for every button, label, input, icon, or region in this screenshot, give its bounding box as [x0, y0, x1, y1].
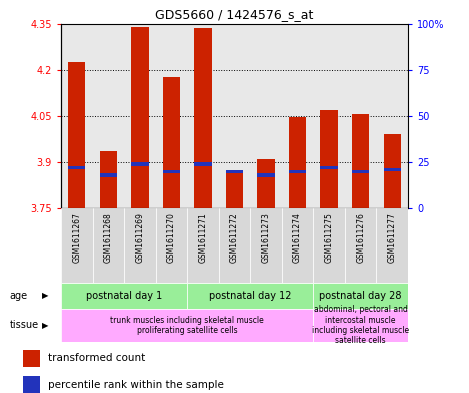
Text: GSM1611276: GSM1611276: [356, 212, 365, 263]
Bar: [23, 376, 40, 393]
Text: GSM1611275: GSM1611275: [325, 212, 333, 263]
Bar: [289, 170, 306, 173]
Bar: [187, 283, 313, 309]
Bar: [68, 166, 85, 169]
Bar: [163, 170, 180, 173]
Text: tissue: tissue: [9, 320, 38, 330]
Bar: [61, 309, 313, 342]
Bar: [124, 208, 156, 283]
Text: ▶: ▶: [42, 291, 49, 300]
Text: GSM1611271: GSM1611271: [198, 212, 207, 263]
Text: age: age: [9, 291, 28, 301]
Text: GSM1611269: GSM1611269: [136, 212, 144, 263]
Text: GSM1611267: GSM1611267: [72, 212, 81, 263]
Bar: [163, 77, 180, 208]
Bar: [257, 159, 275, 208]
Text: postnatal day 12: postnatal day 12: [209, 291, 292, 301]
Bar: [313, 283, 408, 309]
Bar: [313, 208, 345, 283]
Bar: [23, 350, 40, 367]
Bar: [289, 118, 306, 208]
Bar: [226, 170, 243, 208]
Bar: [61, 208, 92, 283]
Bar: [194, 162, 212, 165]
Bar: [131, 27, 149, 208]
Text: GSM1611270: GSM1611270: [167, 212, 176, 263]
Bar: [187, 208, 219, 283]
Bar: [92, 208, 124, 283]
Bar: [156, 208, 187, 283]
Bar: [352, 114, 370, 208]
Text: postnatal day 28: postnatal day 28: [319, 291, 402, 301]
Text: postnatal day 1: postnatal day 1: [86, 291, 162, 301]
Bar: [384, 168, 401, 171]
Text: GSM1611274: GSM1611274: [293, 212, 302, 263]
Text: GSM1611268: GSM1611268: [104, 212, 113, 263]
Text: transformed count: transformed count: [48, 353, 145, 363]
Bar: [226, 170, 243, 173]
Text: abdominal, pectoral and
intercostal muscle
including skeletal muscle
satellite c: abdominal, pectoral and intercostal musc…: [312, 305, 409, 345]
Text: GSM1611272: GSM1611272: [230, 212, 239, 263]
Bar: [282, 208, 313, 283]
Bar: [320, 110, 338, 208]
Text: GSM1611273: GSM1611273: [262, 212, 271, 263]
Bar: [131, 162, 149, 165]
Title: GDS5660 / 1424576_s_at: GDS5660 / 1424576_s_at: [155, 8, 314, 21]
Bar: [219, 208, 250, 283]
Bar: [257, 173, 275, 177]
Bar: [99, 151, 117, 208]
Bar: [61, 283, 187, 309]
Bar: [377, 208, 408, 283]
Text: trunk muscles including skeletal muscle
proliferating satellite cells: trunk muscles including skeletal muscle …: [110, 316, 264, 335]
Text: GSM1611277: GSM1611277: [388, 212, 397, 263]
Bar: [320, 166, 338, 169]
Bar: [352, 170, 370, 173]
Text: percentile rank within the sample: percentile rank within the sample: [48, 380, 224, 389]
Bar: [99, 173, 117, 177]
Bar: [313, 309, 408, 342]
Text: ▶: ▶: [42, 321, 49, 330]
Bar: [384, 134, 401, 208]
Bar: [194, 28, 212, 208]
Bar: [345, 208, 377, 283]
Bar: [68, 62, 85, 208]
Bar: [250, 208, 282, 283]
